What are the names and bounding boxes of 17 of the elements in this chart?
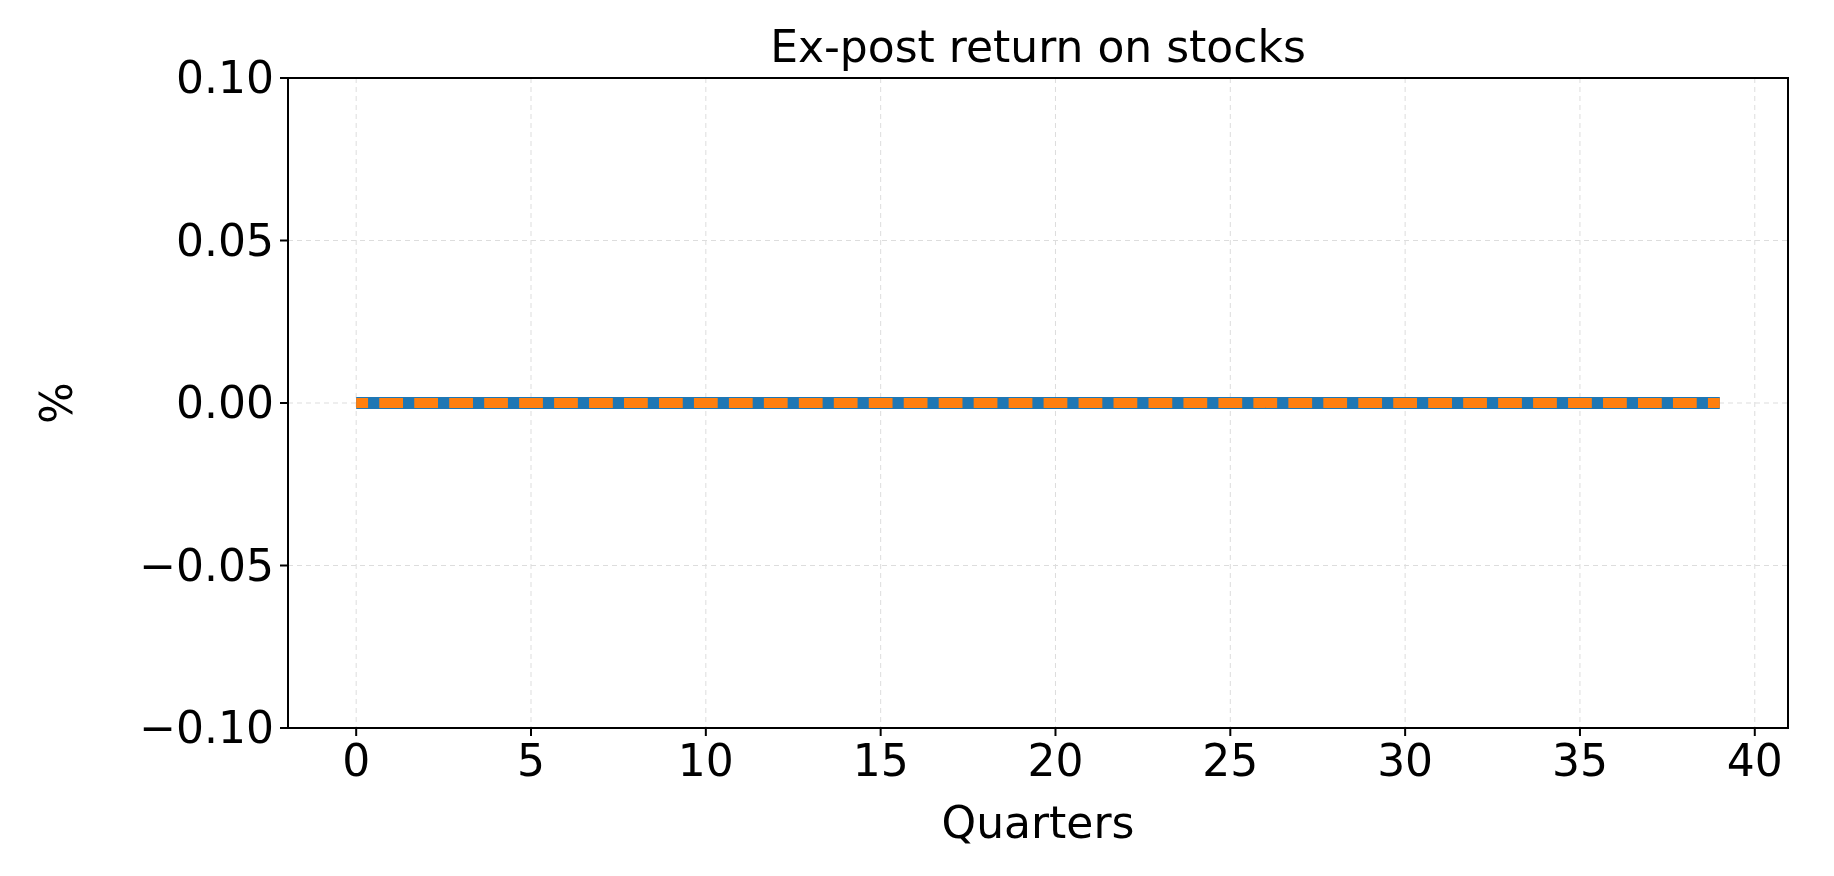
y-tick-label: −0.05 xyxy=(139,539,274,591)
x-tick-label: 40 xyxy=(1726,735,1783,786)
x-tick-label: 10 xyxy=(677,735,734,786)
x-tick-label: 0 xyxy=(342,735,371,786)
x-axis-title: Quarters xyxy=(941,797,1135,848)
y-tick-label: 0.10 xyxy=(176,52,274,104)
y-tick-label: 0.00 xyxy=(176,377,274,429)
chart-title: Ex-post return on stocks xyxy=(770,21,1306,72)
x-tick-label: 5 xyxy=(517,735,546,786)
x-tick-label: 35 xyxy=(1551,735,1608,786)
y-axis-title: % xyxy=(31,382,82,424)
x-tick-label: 30 xyxy=(1377,735,1434,786)
x-tick-label: 15 xyxy=(852,735,909,786)
x-tick-label: 20 xyxy=(1027,735,1084,786)
y-tick-label: −0.10 xyxy=(139,702,274,754)
y-tick-label: 0.05 xyxy=(176,214,274,266)
x-tick-label: 25 xyxy=(1202,735,1259,786)
